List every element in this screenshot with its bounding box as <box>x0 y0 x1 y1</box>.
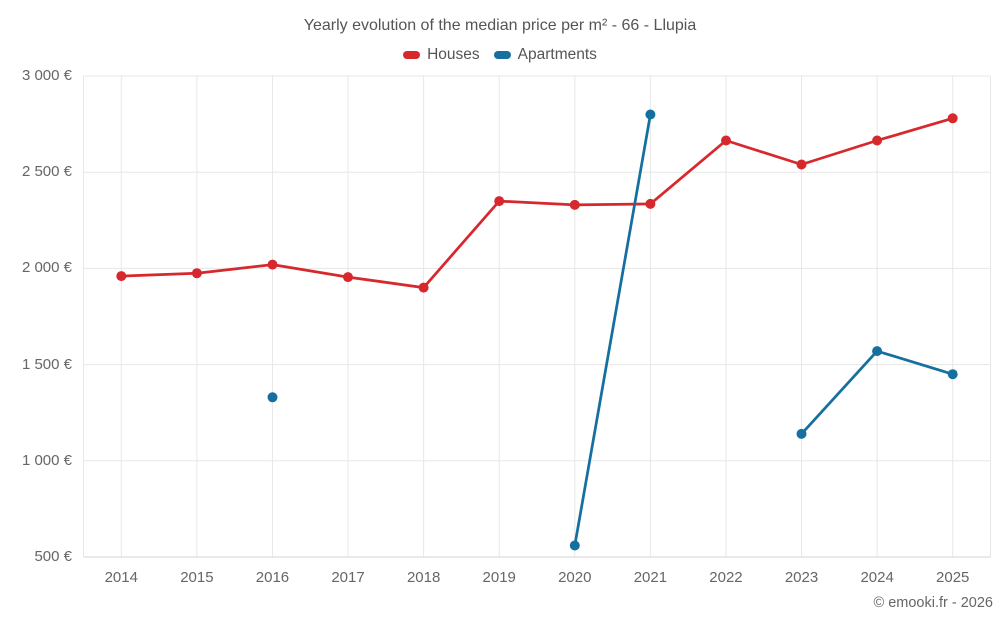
chart-legend: Houses Apartments <box>0 46 1000 64</box>
x-axis-tick-2015: 2015 <box>180 569 214 586</box>
data-point-houses-2024[interactable] <box>872 135 883 146</box>
y-axis-tick-2000: 2 000 € <box>21 259 72 277</box>
x-axis-tick-2022: 2022 <box>709 569 743 586</box>
x-axis-tick-2014: 2014 <box>104 569 138 586</box>
houses-legend-swatch-icon <box>403 51 421 59</box>
attribution: © emooki.fr - 2026 <box>873 595 993 611</box>
x-axis-tick-2023: 2023 <box>784 569 819 586</box>
chart-title: Yearly evolution of the median price per… <box>303 17 697 34</box>
y-axis-tick-2500: 2 500 € <box>21 163 72 181</box>
x-axis-tick-2017: 2017 <box>331 569 365 586</box>
data-point-houses-2015[interactable] <box>191 268 202 279</box>
legend-item-label: Houses <box>427 46 480 63</box>
data-point-houses-2019[interactable] <box>494 196 505 207</box>
series-line-apartments <box>573 113 955 547</box>
data-point-houses-2014[interactable] <box>116 271 127 282</box>
x-axis-tick-2019: 2019 <box>482 569 516 586</box>
x-axis-tick-2024: 2024 <box>860 569 894 586</box>
x-axis-tick-2025: 2025 <box>936 569 970 586</box>
legend-item-label: Apartments <box>517 46 597 63</box>
data-point-houses-2016[interactable] <box>267 259 278 270</box>
y-axis-tick-1000: 1 000 € <box>21 451 72 469</box>
x-axis-tick-2018: 2018 <box>406 569 441 586</box>
data-point-apartments-2023[interactable] <box>796 428 807 439</box>
x-axis-tick-2020: 2020 <box>558 569 592 586</box>
data-point-apartments-2024[interactable] <box>872 346 883 357</box>
y-axis-tick-500: 500 € <box>34 548 72 565</box>
data-point-apartments-2020[interactable] <box>569 540 580 551</box>
x-axis-tick-2021: 2021 <box>633 569 668 586</box>
y-axis-tick-3000: 3 000 € <box>21 67 72 84</box>
data-point-houses-2023[interactable] <box>796 159 807 170</box>
data-point-houses-2020[interactable] <box>569 199 580 210</box>
data-point-houses-2025[interactable] <box>947 113 958 124</box>
legend-item-houses[interactable]: Houses <box>403 46 480 64</box>
data-point-houses-2022[interactable] <box>721 135 731 146</box>
data-point-apartments-2016[interactable] <box>267 392 278 403</box>
data-point-houses-2018[interactable] <box>418 282 429 293</box>
y-axis-tick-1500: 1 500 € <box>21 355 72 373</box>
data-point-apartments-2025[interactable] <box>947 369 958 380</box>
series-line-houses <box>119 116 955 289</box>
data-point-houses-2021[interactable] <box>645 198 656 209</box>
data-point-apartments-2021[interactable] <box>645 109 656 120</box>
apartments-legend-swatch-icon <box>493 51 511 59</box>
x-axis-tick-2016: 2016 <box>255 569 290 586</box>
legend-item-apartments[interactable]: Apartments <box>493 46 597 64</box>
data-point-houses-2017[interactable] <box>343 272 353 283</box>
